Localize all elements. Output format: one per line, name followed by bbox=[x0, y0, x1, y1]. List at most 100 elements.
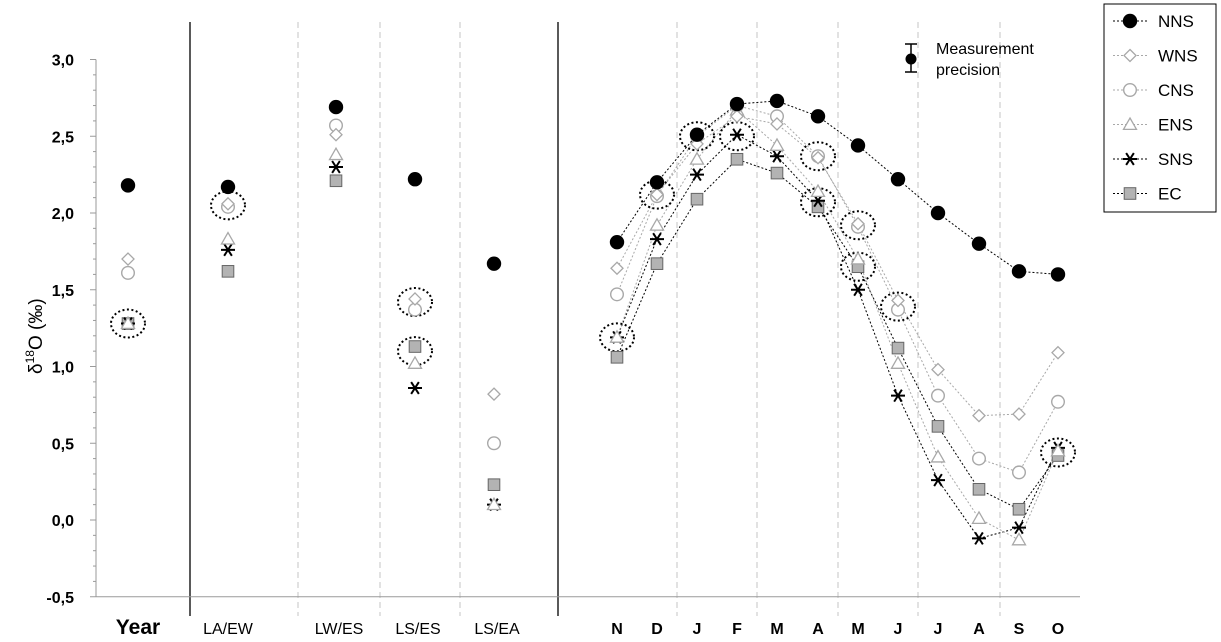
point-ec bbox=[972, 483, 986, 496]
point-ec bbox=[610, 350, 624, 364]
point-nns bbox=[1011, 264, 1027, 279]
measurement-precision-annotation: Measurement precision bbox=[905, 41, 1034, 79]
legend-marker-cns bbox=[1122, 82, 1137, 97]
legend-label-cns: CNS bbox=[1158, 81, 1194, 100]
series-line-ec bbox=[616, 158, 1059, 510]
x-tick-label: J bbox=[894, 621, 903, 638]
x-tick-label: Year bbox=[116, 616, 160, 639]
point-nns bbox=[649, 175, 665, 190]
point-cns bbox=[120, 265, 135, 280]
y-tick-label: -0,5 bbox=[46, 590, 74, 607]
point-nns bbox=[328, 99, 344, 115]
point-cns bbox=[1012, 465, 1027, 480]
series-line-wns bbox=[616, 115, 1059, 417]
series-line-ens bbox=[616, 109, 1059, 541]
point-wns bbox=[408, 292, 422, 306]
point-nns bbox=[689, 127, 705, 142]
point-nns bbox=[486, 256, 502, 271]
point-nns bbox=[609, 234, 625, 250]
point-ec bbox=[1012, 502, 1026, 516]
point-nns bbox=[407, 172, 423, 187]
point-sns bbox=[650, 232, 664, 246]
point-nns bbox=[930, 205, 946, 221]
point-ec bbox=[690, 192, 704, 206]
point-ens bbox=[850, 251, 866, 265]
point-ec bbox=[487, 478, 501, 491]
point-cns bbox=[1050, 394, 1065, 409]
y-tick-label: 3,0 bbox=[52, 53, 74, 70]
precision-label: precision bbox=[936, 62, 1000, 79]
legend-label-sns: SNS bbox=[1158, 150, 1193, 169]
point-sns bbox=[931, 473, 945, 487]
legend-box bbox=[1103, 3, 1217, 213]
point-nns bbox=[120, 178, 136, 193]
y-tick-label: 2,5 bbox=[52, 129, 74, 146]
point-ens bbox=[609, 329, 625, 343]
point-ens bbox=[769, 137, 785, 151]
point-wns bbox=[487, 387, 501, 402]
point-ens bbox=[649, 217, 665, 231]
point-ens bbox=[407, 355, 423, 369]
legend-label-ec: EC bbox=[1158, 185, 1182, 204]
point-wns bbox=[931, 362, 945, 377]
x-tick-label: D bbox=[651, 621, 663, 638]
series-line-sns bbox=[616, 134, 1059, 539]
legend-marker-ec bbox=[1123, 187, 1137, 200]
x-tick-label: LA/EW bbox=[203, 621, 254, 638]
point-nns bbox=[850, 138, 866, 153]
legend-label-ens: ENS bbox=[1158, 116, 1193, 135]
highlight-circles bbox=[110, 121, 1076, 468]
point-nns bbox=[1050, 267, 1066, 282]
point-ec bbox=[650, 257, 664, 270]
point-wns bbox=[329, 127, 343, 142]
point-wns bbox=[1051, 345, 1065, 360]
point-wns bbox=[121, 252, 135, 266]
point-wns bbox=[730, 109, 744, 124]
point-ens bbox=[930, 449, 946, 463]
highlight-circle bbox=[110, 308, 146, 339]
x-tick-label: N bbox=[611, 621, 623, 638]
point-sns bbox=[730, 128, 744, 142]
point-sns bbox=[329, 160, 343, 174]
point-wns bbox=[221, 196, 235, 211]
point-wns bbox=[851, 216, 865, 231]
point-wns bbox=[891, 293, 905, 308]
x-tick-label: J bbox=[934, 621, 943, 638]
series-line-cns bbox=[616, 105, 1059, 474]
x-tick-label: S bbox=[1014, 621, 1025, 638]
x-tick-label: A bbox=[973, 621, 985, 638]
x-tick-label: LS/EA bbox=[474, 621, 520, 638]
point-cns bbox=[972, 451, 987, 466]
x-tick-label: J bbox=[693, 621, 702, 638]
legend-marker-wns bbox=[1123, 48, 1137, 63]
legend-label-wns: WNS bbox=[1158, 47, 1198, 66]
y-tick-label: 2,0 bbox=[52, 206, 74, 223]
point-ens bbox=[810, 183, 826, 198]
y-axis: -0,5 0,0 0,5 1,0 1,5 2,0 2,5 3,0 bbox=[46, 53, 1080, 607]
point-ec bbox=[329, 174, 343, 188]
point-sns bbox=[891, 389, 905, 403]
legend-marker-nns bbox=[1122, 13, 1138, 29]
highlight-circle bbox=[1040, 437, 1076, 468]
point-ens bbox=[890, 355, 906, 369]
point-sns bbox=[1012, 521, 1026, 535]
point-ec bbox=[931, 420, 945, 433]
y-tick-label: 0,0 bbox=[52, 513, 74, 530]
x-tick-label: F bbox=[732, 621, 742, 638]
highlight-circle bbox=[800, 141, 836, 172]
point-nns bbox=[769, 93, 785, 109]
data-points bbox=[120, 93, 1066, 546]
point-ens bbox=[971, 510, 987, 524]
y-tick-label: 1,0 bbox=[52, 360, 74, 377]
point-ec bbox=[770, 166, 784, 180]
highlight-circle bbox=[880, 291, 916, 322]
point-cns bbox=[487, 436, 502, 451]
point-ens bbox=[689, 151, 705, 165]
x-axis-labels: Year LA/EW LW/ES LS/ES LS/EA N D J F M A M J J A S O bbox=[116, 616, 1064, 639]
point-sns bbox=[770, 149, 784, 163]
x-tick-label: A bbox=[812, 621, 824, 638]
dividers bbox=[189, 22, 1001, 616]
legend-marker-sns bbox=[1123, 152, 1137, 166]
series-lines bbox=[616, 100, 1059, 541]
